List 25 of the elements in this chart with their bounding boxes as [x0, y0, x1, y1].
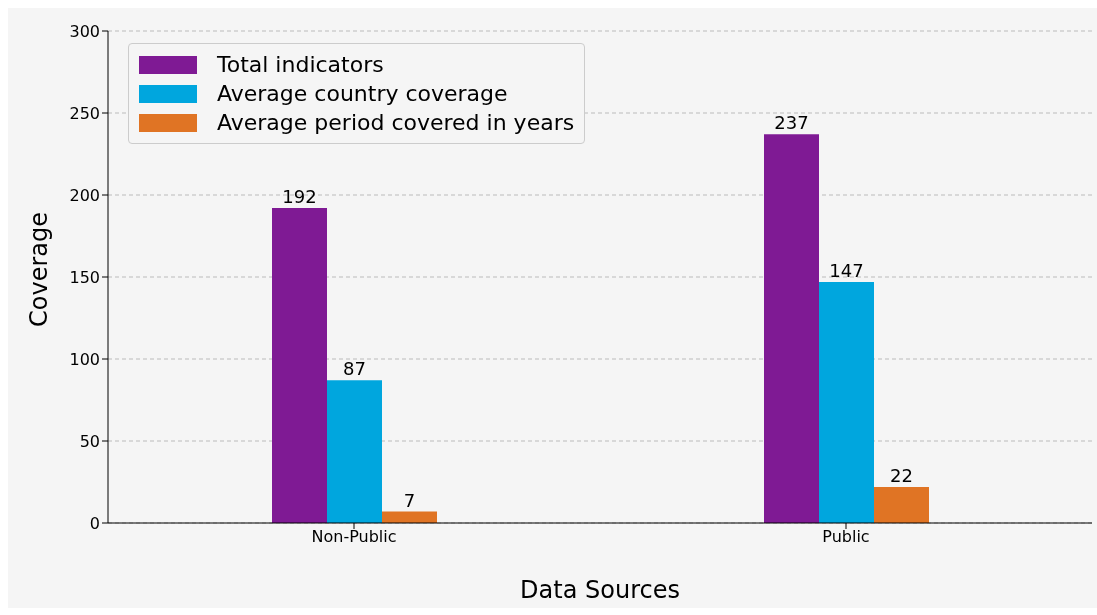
legend-label: Average period covered in years	[217, 109, 575, 137]
y-tick-label: 0	[89, 513, 100, 533]
legend-label: Total indicators	[217, 51, 384, 79]
data-label: 192	[282, 186, 317, 208]
legend-label: Average country coverage	[217, 80, 508, 108]
y-tick-label: 300	[69, 21, 100, 41]
x-tick-label: Public	[822, 527, 870, 547]
data-label: 147	[829, 259, 864, 281]
data-label: 237	[774, 112, 809, 134]
x-axis-title: Data Sources	[520, 576, 680, 604]
bar	[874, 486, 929, 523]
y-tick-label: 200	[69, 185, 100, 205]
bar	[327, 380, 382, 523]
y-tick-label: 250	[69, 103, 100, 123]
bar	[272, 208, 327, 523]
x-tick-label: Non-Public	[311, 527, 397, 547]
y-axis-title: Coverage	[24, 212, 53, 327]
bar	[819, 281, 874, 523]
bar	[764, 134, 819, 523]
data-label: 22	[890, 464, 913, 486]
y-tick-label: 150	[69, 267, 100, 287]
data-label: 87	[343, 358, 366, 380]
y-tick-label: 50	[79, 431, 100, 451]
y-tick-label: 100	[69, 349, 100, 369]
data-label: 7	[403, 489, 416, 511]
